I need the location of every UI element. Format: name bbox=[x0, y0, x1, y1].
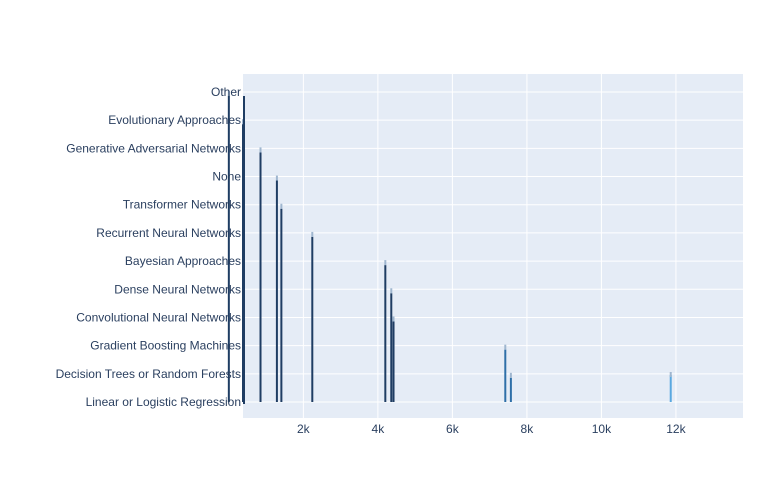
y-tick-label: Gradient Boosting Machines bbox=[90, 339, 241, 353]
y-tick-label: Convolutional Neural Networks bbox=[76, 310, 241, 324]
data-marks bbox=[227, 91, 672, 404]
y-tick-label: Decision Trees or Random Forests bbox=[56, 367, 241, 381]
y-tick-label: Linear or Logistic Regression bbox=[86, 395, 241, 409]
y-tick-label: Other bbox=[211, 85, 241, 99]
y-tick-label: None bbox=[212, 170, 241, 184]
x-tick-label: 8k bbox=[521, 422, 535, 436]
x-tick-label: 12k bbox=[666, 422, 686, 436]
gridlines bbox=[243, 74, 743, 418]
data-point bbox=[275, 175, 278, 181]
data-point bbox=[259, 147, 262, 153]
data-point bbox=[227, 91, 230, 96]
y-tick-label: Transformer Networks bbox=[123, 198, 241, 212]
y-tick-label: Bayesian Approaches bbox=[125, 254, 241, 268]
data-point bbox=[509, 372, 512, 378]
x-tick-label: 10k bbox=[592, 422, 612, 436]
data-point bbox=[669, 372, 672, 377]
y-tick-label: Evolutionary Approaches bbox=[108, 113, 241, 127]
data-point bbox=[390, 288, 393, 294]
y-tick-label: Generative Adversarial Networks bbox=[66, 141, 241, 155]
data-point bbox=[384, 260, 387, 266]
x-tick-label: 6k bbox=[446, 422, 460, 436]
y-tick-label: Dense Neural Networks bbox=[114, 282, 241, 296]
x-tick-label: 2k bbox=[297, 422, 311, 436]
data-point bbox=[280, 203, 283, 209]
plot-background bbox=[243, 74, 743, 418]
x-axis-labels: 2k 4k 6k 8k 10k 12k bbox=[297, 422, 687, 436]
x-tick-label: 4k bbox=[372, 422, 386, 436]
y-axis-labels: Linear or Logistic Regression Decision Tr… bbox=[56, 85, 242, 409]
data-point bbox=[504, 344, 507, 350]
data-point bbox=[311, 231, 314, 237]
data-point bbox=[392, 316, 395, 322]
y-tick-label: Recurrent Neural Networks bbox=[96, 226, 241, 240]
